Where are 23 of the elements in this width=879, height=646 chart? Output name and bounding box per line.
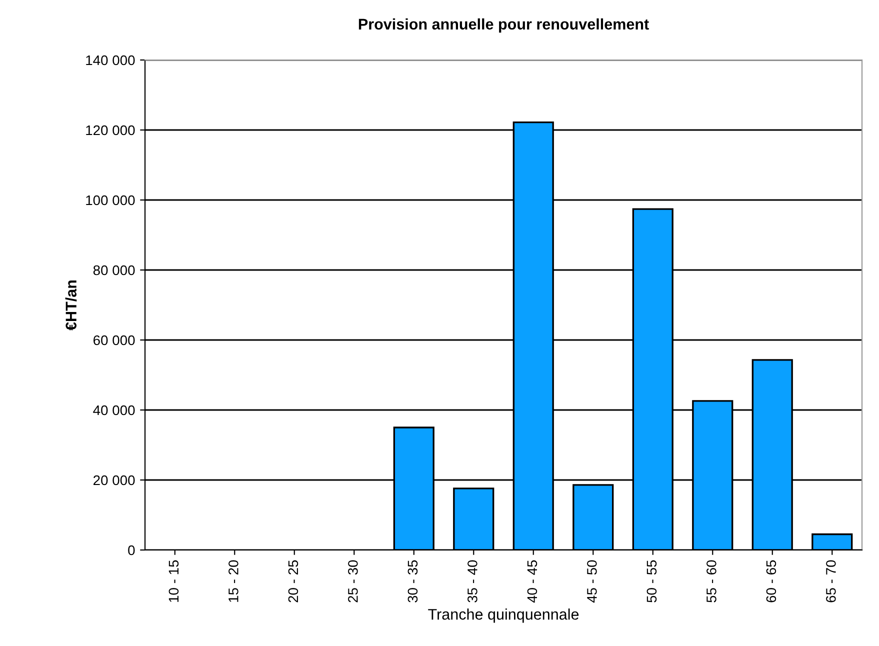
y-tick-label: 100 000 (86, 195, 135, 206)
x-tick-label: 45 - 50 (587, 560, 597, 603)
y-tick-label: 60 000 (94, 335, 135, 346)
x-tick-label: 20 - 25 (288, 560, 298, 602)
x-tick-label: 35 - 40 (468, 560, 478, 602)
y-tick-label: 40 000 (93, 405, 135, 416)
x-tick-label: 40 - 45 (527, 560, 538, 603)
x-axis-title: Tranche quinquennale (428, 608, 579, 623)
y-axis-title: €HT/an (65, 280, 77, 330)
x-tick-label: 25 - 30 (348, 560, 358, 602)
x-tick-label: 55 - 60 (706, 560, 716, 602)
x-tick-label: 65 - 70 (826, 560, 836, 602)
x-tick-label: 10 - 15 (168, 560, 179, 602)
x-tick-label: 30 - 35 (408, 560, 418, 602)
y-tick-label: 140 000 (86, 55, 135, 66)
chart-title: Provision annuelle pour renouvellement (358, 18, 649, 33)
x-tick-label: 15 - 20 (228, 560, 238, 602)
y-tick-label: 80 000 (93, 265, 135, 276)
x-tick-label: 50 - 55 (646, 560, 657, 602)
y-tick-label: 20 000 (94, 475, 135, 486)
y-tick-label: 120 000 (86, 125, 135, 136)
y-tick-label: 0 (128, 545, 135, 556)
x-tick-label: 60 - 65 (766, 560, 776, 602)
